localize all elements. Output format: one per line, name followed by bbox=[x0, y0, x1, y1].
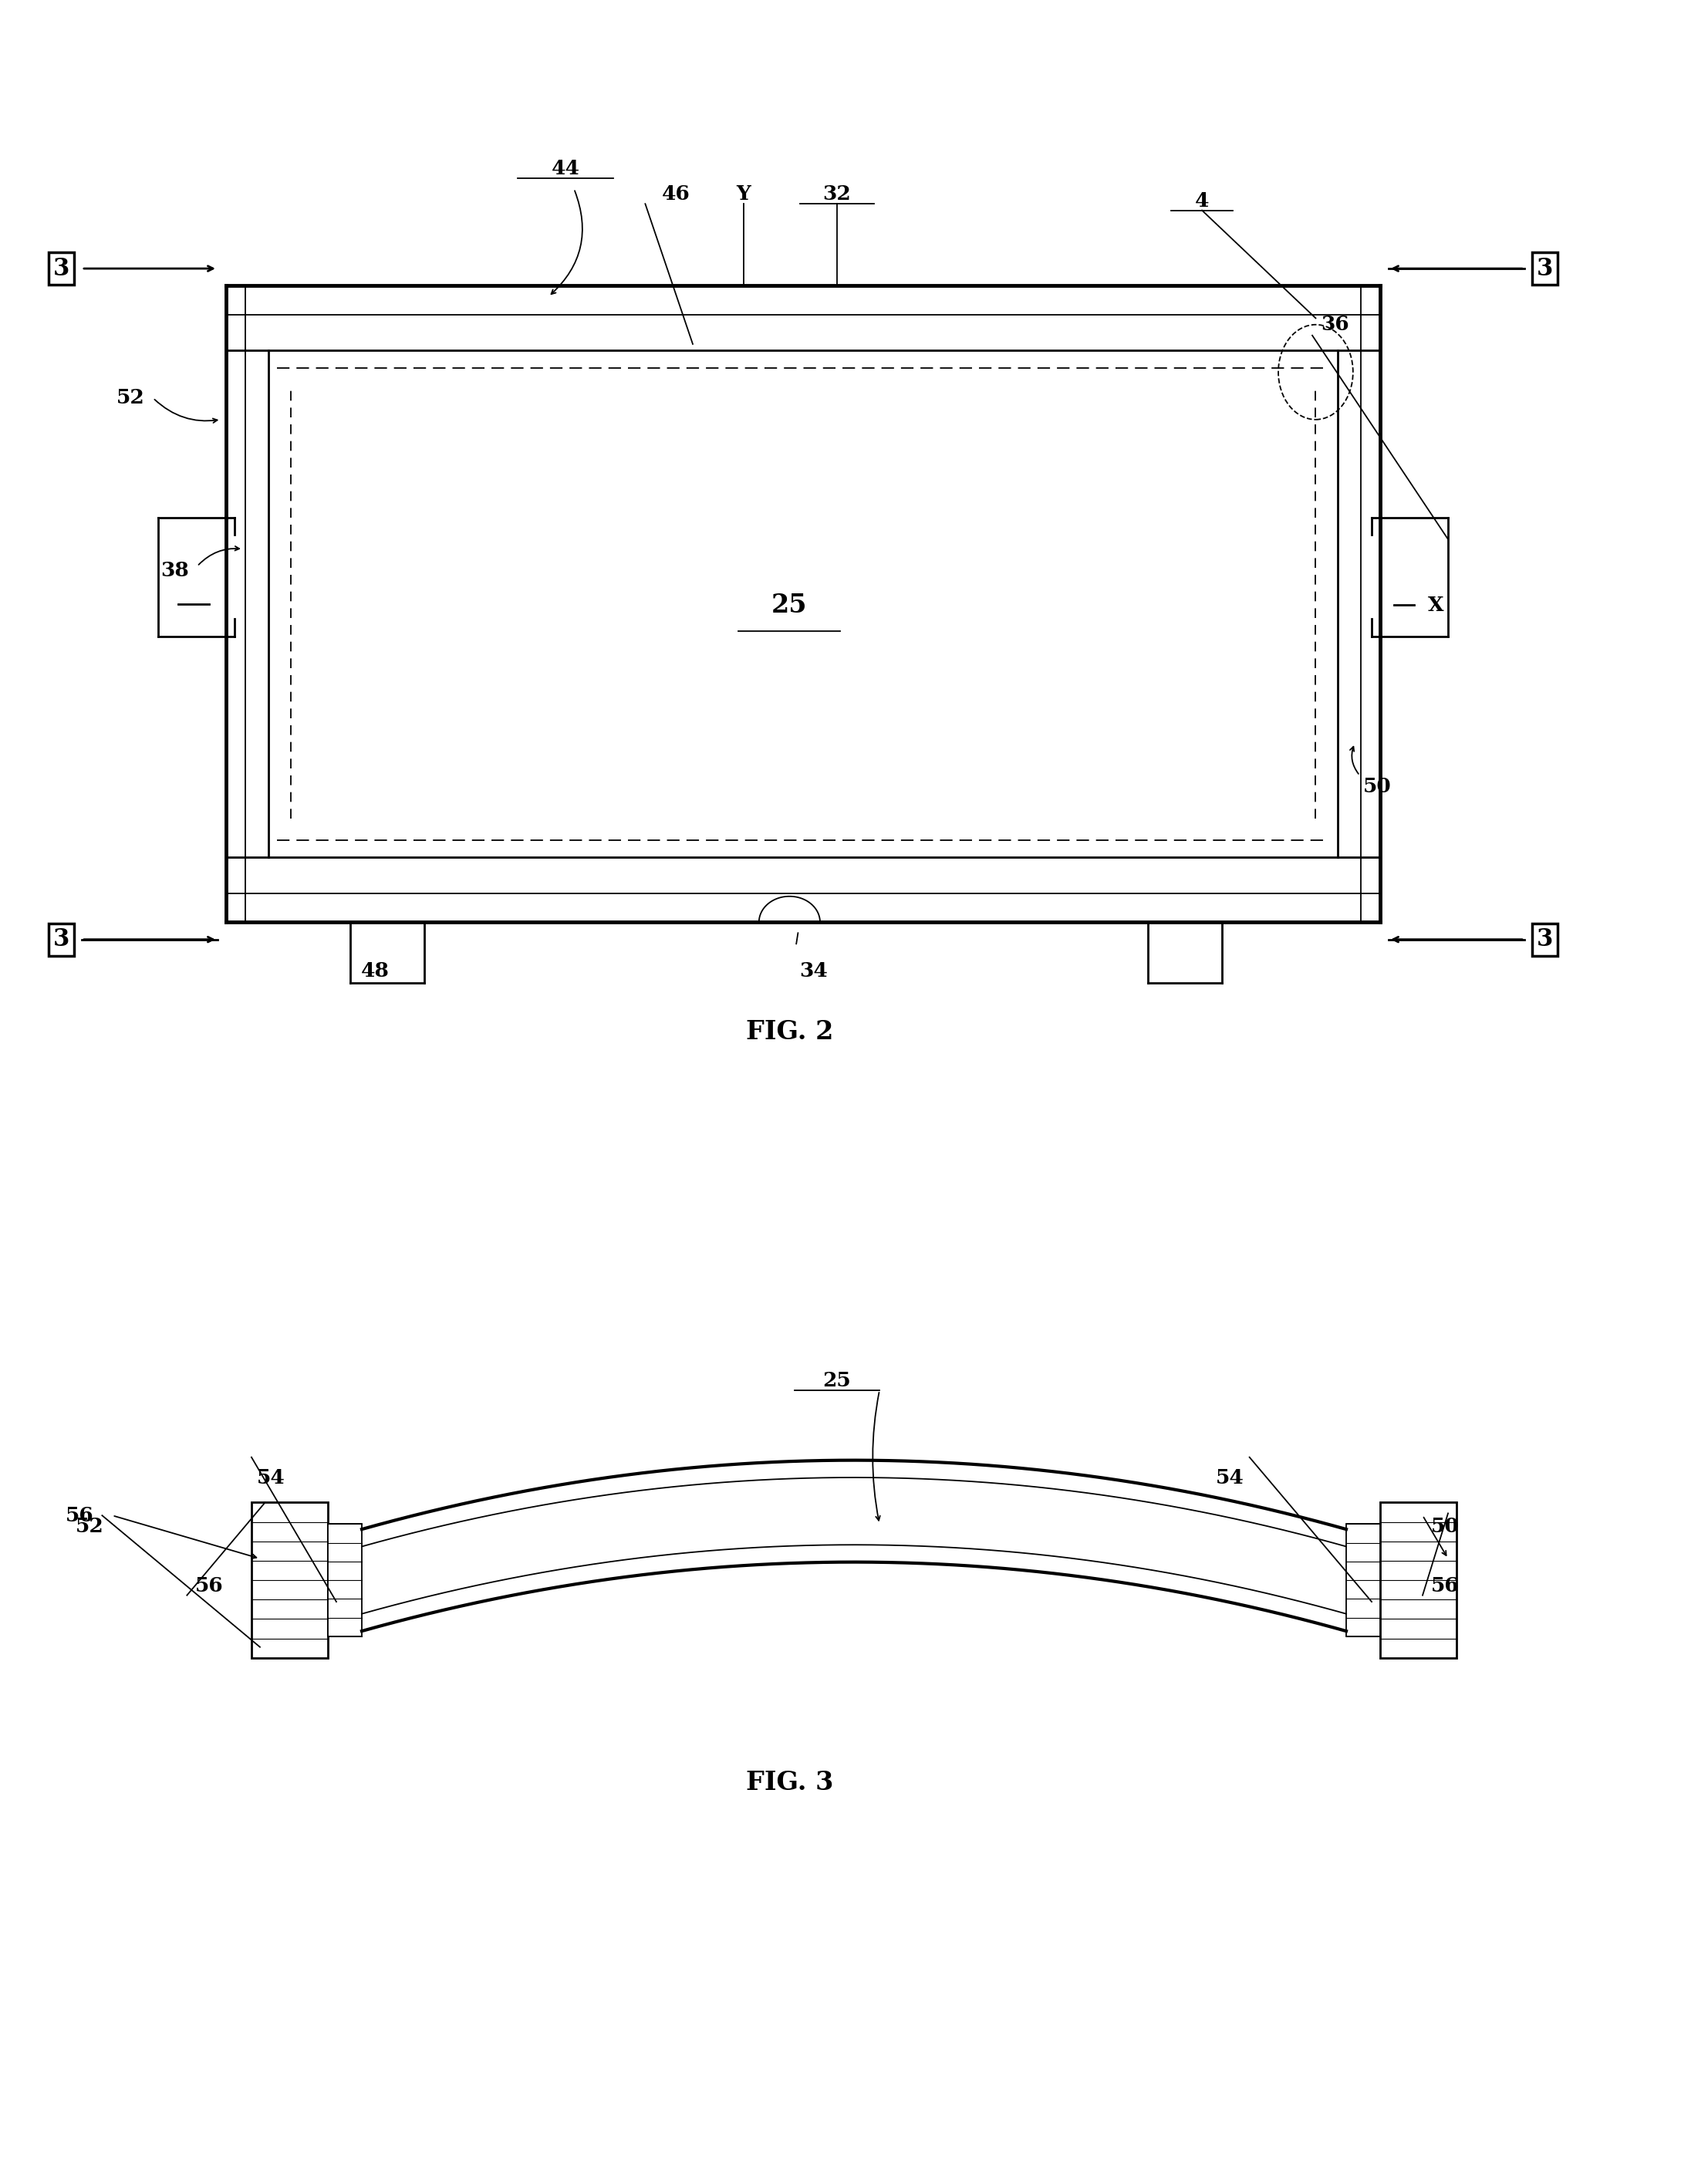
Text: FIG. 2: FIG. 2 bbox=[746, 1019, 834, 1045]
Text: 48: 48 bbox=[360, 960, 389, 980]
Text: 46: 46 bbox=[661, 184, 690, 204]
Text: X: X bbox=[1428, 596, 1443, 616]
Bar bbox=[328, 1524, 362, 1637]
Text: 54: 54 bbox=[1216, 1468, 1245, 1487]
Text: 32: 32 bbox=[823, 184, 851, 204]
Text: 52: 52 bbox=[116, 388, 145, 408]
Text: 50: 50 bbox=[1431, 1518, 1459, 1535]
Text: 56: 56 bbox=[65, 1507, 94, 1524]
Bar bbox=[1380, 1502, 1457, 1659]
Text: Y: Y bbox=[736, 184, 752, 204]
Text: 54: 54 bbox=[256, 1468, 285, 1487]
Text: 3: 3 bbox=[53, 256, 70, 280]
Text: FIG. 3: FIG. 3 bbox=[746, 1769, 834, 1795]
Text: 38: 38 bbox=[161, 562, 188, 581]
Bar bbox=[251, 1502, 328, 1659]
Text: 3: 3 bbox=[1537, 928, 1553, 952]
Bar bbox=[1346, 1524, 1380, 1637]
Text: 52: 52 bbox=[75, 1518, 104, 1535]
Text: 44: 44 bbox=[552, 158, 579, 178]
Text: 36: 36 bbox=[1320, 314, 1349, 334]
Text: 50: 50 bbox=[1363, 776, 1392, 796]
Text: 25: 25 bbox=[772, 592, 808, 618]
Text: 3: 3 bbox=[53, 928, 70, 952]
Text: 3: 3 bbox=[1537, 256, 1553, 280]
Text: 4: 4 bbox=[1196, 191, 1209, 210]
Text: 34: 34 bbox=[799, 960, 828, 980]
Text: 56: 56 bbox=[195, 1576, 224, 1596]
Text: 25: 25 bbox=[823, 1370, 851, 1390]
Text: 56: 56 bbox=[1431, 1576, 1459, 1596]
